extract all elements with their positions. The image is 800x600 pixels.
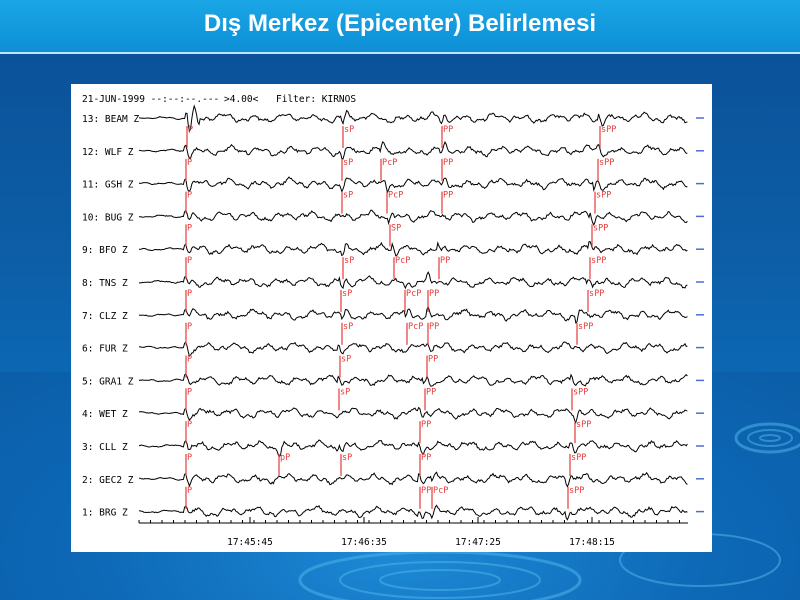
station-label: 4: WET Z <box>82 409 128 420</box>
title-bar: Dış Merkez (Epicenter) Belirlemesi <box>0 0 800 54</box>
time-tick-label: 17:46:35 <box>341 537 387 548</box>
waveform-trace <box>138 504 688 521</box>
slide-title: Dış Merkez (Epicenter) Belirlemesi <box>203 10 597 37</box>
phase-pick-label: pP <box>280 453 290 463</box>
phase-pick-label: sPP <box>576 420 591 430</box>
phase-pick-label: PcP <box>433 486 448 496</box>
station-label: 9: BFO Z <box>82 245 128 256</box>
time-tick-label: 17:47:25 <box>455 537 501 548</box>
waveform-trace <box>138 241 688 257</box>
waveform-trace <box>138 176 688 194</box>
phase-pick-label: sPP <box>569 486 584 496</box>
phase-pick-label: PcP <box>382 158 397 168</box>
phase-pick-label: sPP <box>599 158 614 168</box>
phase-pick-label: P <box>187 387 192 397</box>
waveform-trace <box>138 406 688 424</box>
phase-pick-label: PcP <box>406 289 421 299</box>
phase-pick-label: sP <box>340 387 350 397</box>
phase-pick-label: sP <box>341 355 351 365</box>
phase-pick-label: PP <box>428 355 438 365</box>
phase-pick-label: PcP <box>395 256 410 266</box>
waveform-trace <box>138 104 688 134</box>
phase-pick-label: sPP <box>578 322 593 332</box>
station-label: 2: GEC2 Z <box>82 475 134 486</box>
station-label: 11: GSH Z <box>82 180 134 191</box>
time-tick-label: 17:48:15 <box>569 537 615 548</box>
station-label: 10: BUG Z <box>82 212 134 223</box>
phase-pick-label: PP <box>421 453 431 463</box>
phase-pick-label: sPP <box>589 289 604 299</box>
phase-pick-label: sP <box>343 322 353 332</box>
phase-pick-label: sP <box>343 158 353 168</box>
phase-pick-label: P <box>187 486 192 496</box>
phase-pick-label: sP <box>343 191 353 201</box>
time-tick-label: 17:45:45 <box>227 537 273 548</box>
waveform-trace <box>138 209 688 226</box>
station-label: 7: CLZ Z <box>82 311 128 322</box>
station-label: 12: WLF Z <box>82 147 134 158</box>
phase-pick-label: P <box>187 191 192 201</box>
station-label: 1: BRG Z <box>82 508 128 519</box>
phase-pick-label: sPP <box>591 256 606 266</box>
phase-pick-label: PcP <box>388 191 403 201</box>
station-label: 6: FUR Z <box>82 344 128 355</box>
phase-pick-label: SP <box>391 223 401 233</box>
phase-pick-label: sPP <box>593 223 608 233</box>
phase-pick-label: PP <box>421 420 431 430</box>
waveform-trace <box>138 341 688 357</box>
phase-pick-label: sPP <box>601 125 616 135</box>
phase-pick-label: P <box>187 420 192 430</box>
phase-pick-label: P <box>187 453 192 463</box>
waveform-trace <box>139 140 688 160</box>
waveform-trace <box>138 271 688 290</box>
waveform-trace <box>138 305 688 324</box>
seismogram-plot: 21-JUN-1999 --:--:--.--- >4.00< Filter: … <box>82 94 704 548</box>
phase-pick-label: PP <box>429 322 439 332</box>
phase-pick-label: P <box>187 322 192 332</box>
phase-pick-label: sP <box>342 453 352 463</box>
phase-pick-label: sPP <box>571 453 586 463</box>
phase-pick-label: PP <box>443 158 453 168</box>
phase-pick-label: PP <box>421 486 431 496</box>
phase-pick-label: P <box>187 355 192 365</box>
phase-pick-label: sP <box>344 256 354 266</box>
phase-pick-label: P <box>187 256 192 266</box>
station-label: 5: GRA1 Z <box>82 376 134 387</box>
waveform-trace <box>138 372 688 387</box>
phase-pick-label: PcP <box>408 322 423 332</box>
phase-pick-label: PP <box>443 191 453 201</box>
phase-pick-label: P <box>187 158 192 168</box>
phase-pick-label: sPP <box>573 387 588 397</box>
waveform-trace <box>138 471 688 488</box>
recording-date: 21-JUN-1999 --:--:--.--- <box>82 94 219 105</box>
phase-pick-label: PP <box>443 125 453 135</box>
phase-pick-label: sPP <box>596 191 611 201</box>
phase-pick-label: PP <box>426 387 436 397</box>
phase-pick-label: P <box>187 289 192 299</box>
station-label: 3: CLL Z <box>82 442 128 453</box>
phase-pick-label: P <box>187 223 192 233</box>
station-label: 8: TNS Z <box>82 278 128 289</box>
seismogram-panel: 21-JUN-1999 --:--:--.--- >4.00< Filter: … <box>71 84 712 552</box>
phase-pick-label: PP <box>440 256 450 266</box>
station-label: 13: BEAM Z <box>82 114 139 125</box>
filter-label: Filter: KIRNOS <box>276 94 356 105</box>
waveform-trace <box>138 439 688 458</box>
amplitude-scale: >4.00< <box>224 94 259 105</box>
phase-pick-label: PP <box>429 289 439 299</box>
phase-pick-label: sP <box>342 289 352 299</box>
phase-pick-label: sP <box>344 125 354 135</box>
phase-pick-label: P <box>188 125 193 135</box>
